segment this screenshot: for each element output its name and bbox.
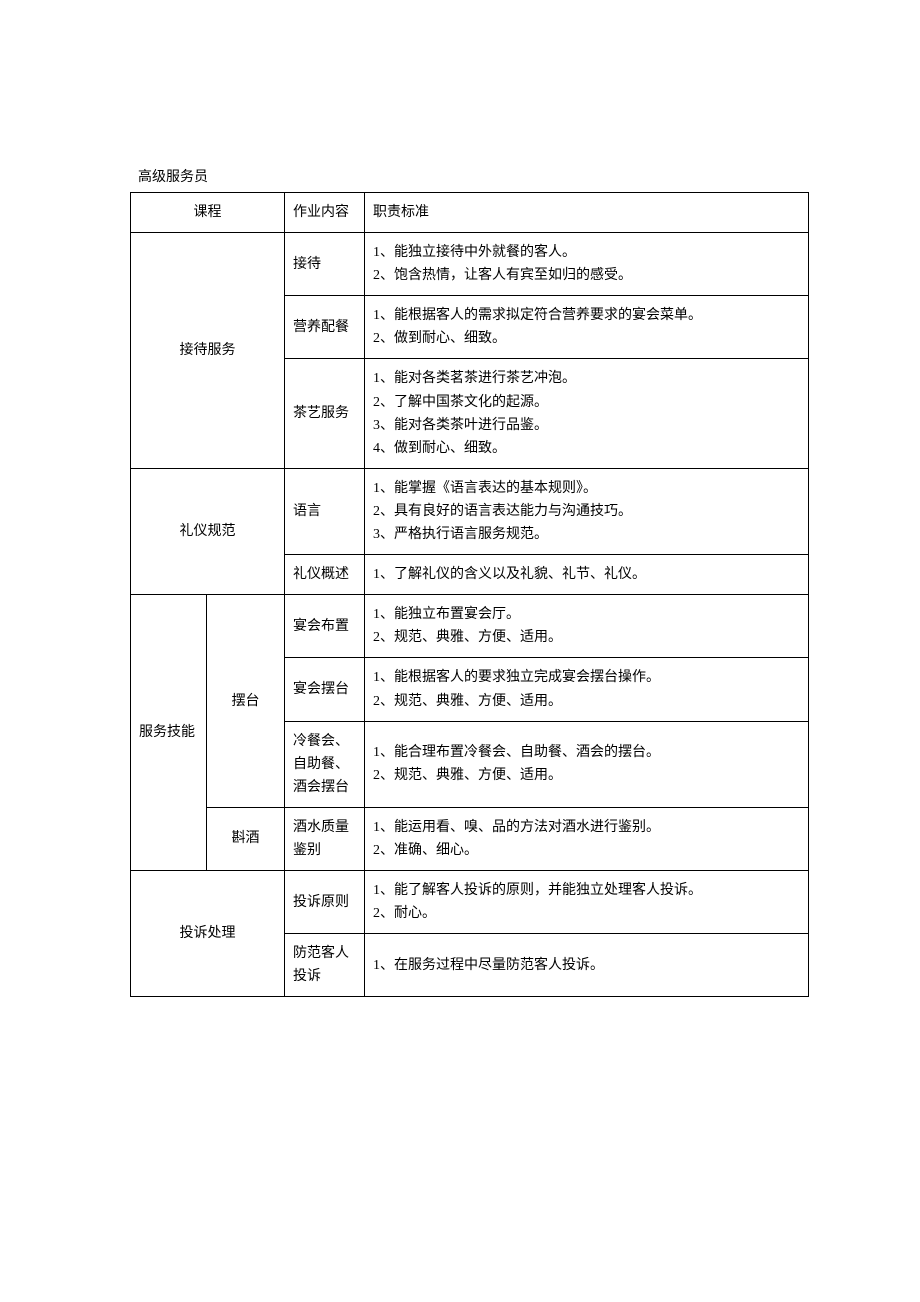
- course-cell: 服务技能: [131, 595, 207, 871]
- header-standard: 职责标准: [365, 193, 809, 233]
- standard-cell: 1、能独立布置宴会厅。 2、规范、典雅、方便、适用。: [365, 595, 809, 658]
- standard-cell: 1、在服务过程中尽量防范客人投诉。: [365, 934, 809, 997]
- work-cell: 宴会摆台: [285, 658, 365, 721]
- header-course: 课程: [131, 193, 285, 233]
- course-cell: 礼仪规范: [131, 468, 285, 594]
- work-cell: 礼仪概述: [285, 555, 365, 595]
- standard-cell: 1、能合理布置冷餐会、自助餐、酒会的摆台。 2、规范、典雅、方便、适用。: [365, 721, 809, 807]
- table-row: 接待服务接待1、能独立接待中外就餐的客人。 2、饱含热情，让客人有宾至如归的感受…: [131, 233, 809, 296]
- header-work: 作业内容: [285, 193, 365, 233]
- standard-cell: 1、能对各类茗茶进行茶艺冲泡。 2、了解中国茶文化的起源。 3、能对各类茶叶进行…: [365, 359, 809, 468]
- standard-cell: 1、能运用看、嗅、品的方法对酒水进行鉴别。 2、准确、细心。: [365, 807, 809, 870]
- work-cell: 宴会布置: [285, 595, 365, 658]
- standard-cell: 1、能根据客人的要求独立完成宴会摆台操作。 2、规范、典雅、方便、适用。: [365, 658, 809, 721]
- work-cell: 茶艺服务: [285, 359, 365, 468]
- course-cell: 接待服务: [131, 233, 285, 469]
- table-header-row: 课程作业内容职责标准: [131, 193, 809, 233]
- work-cell: 冷餐会、自助餐、酒会摆台: [285, 721, 365, 807]
- table-row: 服务技能摆台宴会布置1、能独立布置宴会厅。 2、规范、典雅、方便、适用。: [131, 595, 809, 658]
- course-cell: 投诉处理: [131, 871, 285, 997]
- subcourse-cell: 斟酒: [207, 807, 285, 870]
- table-row: 礼仪规范语言1、能掌握《语言表达的基本规则》。 2、具有良好的语言表达能力与沟通…: [131, 468, 809, 554]
- work-cell: 语言: [285, 468, 365, 554]
- standard-cell: 1、了解礼仪的含义以及礼貌、礼节、礼仪。: [365, 555, 809, 595]
- standard-cell: 1、能了解客人投诉的原则，并能独立处理客人投诉。 2、耐心。: [365, 871, 809, 934]
- document-page: 高级服务员 课程作业内容职责标准接待服务接待1、能独立接待中外就餐的客人。 2、…: [0, 0, 920, 997]
- subcourse-cell: 摆台: [207, 595, 285, 808]
- standard-cell: 1、能掌握《语言表达的基本规则》。 2、具有良好的语言表达能力与沟通技巧。 3、…: [365, 468, 809, 554]
- work-cell: 酒水质量鉴别: [285, 807, 365, 870]
- standards-table: 课程作业内容职责标准接待服务接待1、能独立接待中外就餐的客人。 2、饱含热情，让…: [130, 192, 809, 997]
- work-cell: 营养配餐: [285, 296, 365, 359]
- work-cell: 接待: [285, 233, 365, 296]
- page-title: 高级服务员: [130, 166, 809, 186]
- standard-cell: 1、能独立接待中外就餐的客人。 2、饱含热情，让客人有宾至如归的感受。: [365, 233, 809, 296]
- table-row: 投诉处理投诉原则1、能了解客人投诉的原则，并能独立处理客人投诉。 2、耐心。: [131, 871, 809, 934]
- standard-cell: 1、能根据客人的需求拟定符合营养要求的宴会菜单。 2、做到耐心、细致。: [365, 296, 809, 359]
- table-row: 斟酒酒水质量鉴别1、能运用看、嗅、品的方法对酒水进行鉴别。 2、准确、细心。: [131, 807, 809, 870]
- work-cell: 防范客人投诉: [285, 934, 365, 997]
- work-cell: 投诉原则: [285, 871, 365, 934]
